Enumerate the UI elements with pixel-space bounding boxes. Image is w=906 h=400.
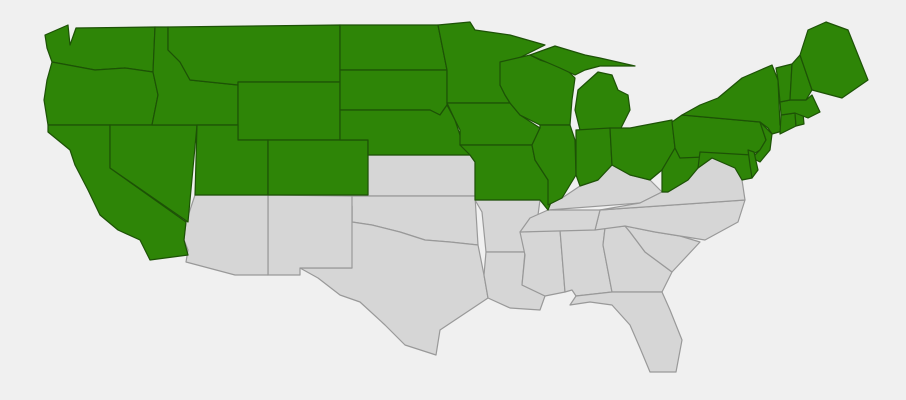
state-or[interactable] bbox=[43, 61, 159, 126]
state-sd[interactable] bbox=[339, 69, 448, 116]
state-nd[interactable] bbox=[339, 24, 448, 71]
state-shape[interactable] bbox=[799, 21, 869, 99]
state-mi[interactable] bbox=[529, 45, 636, 131]
state-co[interactable] bbox=[267, 139, 369, 196]
state-shape[interactable] bbox=[183, 194, 269, 276]
state-shape[interactable] bbox=[569, 291, 683, 373]
state-vt[interactable] bbox=[775, 63, 793, 103]
state-shape[interactable] bbox=[339, 24, 448, 71]
state-shape[interactable] bbox=[237, 81, 341, 141]
state-az[interactable] bbox=[183, 194, 269, 276]
state-ms[interactable] bbox=[519, 229, 566, 297]
state-ks[interactable] bbox=[367, 154, 476, 197]
state-ny[interactable] bbox=[681, 64, 787, 135]
state-shape[interactable] bbox=[339, 69, 448, 116]
state-shape[interactable] bbox=[367, 154, 476, 197]
state-shape[interactable] bbox=[574, 71, 631, 131]
state-shape[interactable] bbox=[681, 64, 787, 135]
state-ct[interactable] bbox=[779, 112, 797, 135]
state-fl[interactable] bbox=[569, 291, 683, 373]
state-me[interactable] bbox=[799, 21, 869, 99]
state-shape[interactable] bbox=[267, 194, 353, 276]
state-shape[interactable] bbox=[519, 209, 601, 233]
state-shape[interactable] bbox=[529, 45, 636, 76]
state-wy[interactable] bbox=[237, 81, 341, 141]
state-shape[interactable] bbox=[167, 24, 341, 86]
state-tn[interactable] bbox=[519, 209, 601, 233]
state-il[interactable] bbox=[531, 124, 577, 206]
state-shape[interactable] bbox=[531, 124, 577, 206]
state-nh[interactable] bbox=[789, 54, 813, 101]
state-shape[interactable] bbox=[519, 229, 566, 297]
state-shape[interactable] bbox=[594, 199, 746, 241]
state-shape[interactable] bbox=[779, 112, 797, 135]
state-shape[interactable] bbox=[789, 54, 813, 101]
state-nm[interactable] bbox=[267, 194, 353, 276]
state-shape[interactable] bbox=[43, 61, 159, 126]
state-mt[interactable] bbox=[167, 24, 341, 86]
state-shape[interactable] bbox=[267, 139, 369, 196]
state-nc[interactable] bbox=[594, 199, 746, 241]
state-de[interactable] bbox=[747, 149, 759, 179]
state-shape[interactable] bbox=[775, 63, 793, 103]
state-shape[interactable] bbox=[747, 149, 759, 179]
